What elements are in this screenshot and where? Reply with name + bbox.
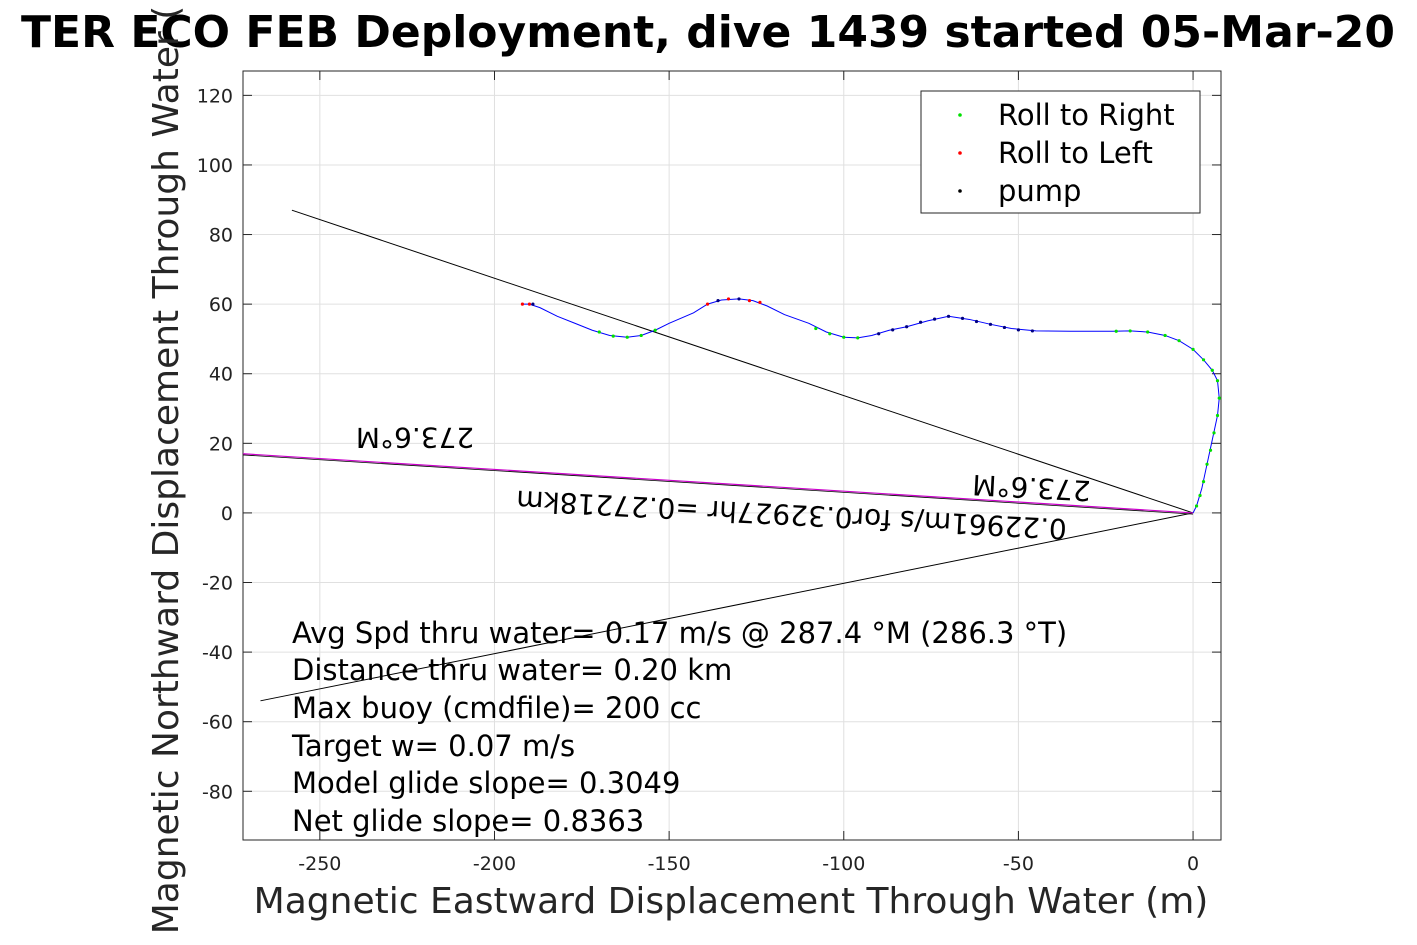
pump-point [716, 299, 720, 303]
roll-right-point [828, 332, 832, 336]
roll-right-point [1146, 330, 1150, 334]
roll-left-point [705, 302, 710, 306]
legend: Roll to Right Roll to Left pump [920, 90, 1201, 214]
legend-label-pump: pump [998, 174, 1081, 208]
pump-point [905, 325, 909, 329]
roll-left-point [520, 302, 525, 306]
y-tick-label: 100 [197, 155, 233, 177]
y-tick-label: 60 [209, 294, 233, 316]
roll-right-point [1217, 396, 1221, 400]
x-tick-label: 0 [1187, 853, 1199, 875]
pump-point [960, 316, 965, 321]
pump-point [988, 322, 993, 326]
pump-point [974, 319, 979, 324]
track-markers [520, 297, 1221, 508]
roll-right-point [611, 334, 615, 338]
roll-right-point [856, 336, 860, 340]
roll-right-point [1205, 462, 1209, 466]
pump-point [1016, 328, 1021, 332]
plot-area [242, 70, 1222, 841]
y-tick-label: -60 [202, 712, 233, 734]
roll-right-point [1215, 379, 1220, 383]
roll-right-point [814, 326, 818, 331]
pump-point [737, 297, 741, 301]
y-tick-label: -40 [202, 642, 233, 664]
glider-track [522, 298, 1220, 514]
roll-right-point [1212, 431, 1216, 435]
heading-label-left: 273.6°M [356, 421, 474, 454]
heading-line-black [242, 454, 1194, 515]
legend-label-roll-right: Roll to Right [998, 98, 1175, 132]
legend-box [920, 90, 1201, 214]
y-axis-label: Magnetic Northward Displacement Through … [146, 6, 187, 935]
x-tick-label: -200 [473, 853, 516, 875]
bearing-line-lower [260, 512, 1194, 702]
y-tick-label: 0 [221, 503, 233, 525]
roll-right-point [1210, 368, 1214, 372]
x-tick-label: -50 [1003, 853, 1034, 875]
x-tick-label: -100 [822, 853, 865, 875]
heading-line-magenta [242, 453, 1194, 514]
roll-right-point [1191, 347, 1195, 351]
y-tick-label: 120 [197, 85, 233, 107]
roll-right-point [1177, 339, 1181, 343]
roll-left-point [747, 299, 752, 303]
x-axis-label: Magnetic Eastward Displacement Through W… [254, 881, 1209, 922]
y-tick-label: -80 [202, 781, 233, 803]
roll-right-point [597, 330, 601, 334]
pump-point [891, 328, 895, 332]
stats-model-glide: Model glide slope= 0.3049 [292, 766, 680, 800]
pump-point [531, 302, 535, 306]
roll-left-point [726, 297, 731, 301]
roll-right-point [653, 328, 657, 332]
y-tick-label: 40 [209, 364, 233, 386]
pump-point [932, 317, 937, 321]
y-tick-label: 80 [209, 225, 233, 247]
pump-point [877, 332, 881, 336]
roll-right-point [1198, 493, 1202, 498]
legend-marker-pump [958, 189, 962, 193]
legend-label-roll-left: Roll to Left [998, 136, 1153, 170]
guide-lines [242, 209, 1194, 702]
roll-right-point [1114, 329, 1118, 333]
pump-point [1002, 325, 1007, 330]
stats-net-glide: Net glide slope= 0.8363 [292, 804, 644, 838]
legend-marker-roll-left [958, 151, 962, 155]
stats-distance: Distance thru water= 0.20 km [292, 653, 732, 687]
roll-right-point [1163, 333, 1167, 338]
roll-right-point [1194, 504, 1199, 508]
heading-label-right: 273.6°M [972, 468, 1092, 507]
roll-right-point [1215, 413, 1220, 418]
roll-right-point [1201, 479, 1206, 484]
roll-right-point [625, 335, 629, 339]
x-tick-label: -150 [648, 853, 691, 875]
roll-right-point [639, 333, 643, 338]
pump-point [919, 320, 923, 324]
roll-right-point [1208, 448, 1213, 452]
stats-avg-speed: Avg Spd thru water= 0.17 m/s @ 287.4 °M … [292, 616, 1067, 650]
axis-ticks: -250 -200 -150 -100 -50 0-80-60-40-2002040608… [197, 71, 1221, 875]
roll-left-point [527, 302, 532, 306]
pump-point [1030, 329, 1034, 333]
roll-right-point [1201, 358, 1206, 362]
y-tick-label: -20 [202, 573, 233, 595]
x-tick-label: -250 [298, 853, 341, 875]
roll-right-point [842, 335, 846, 339]
bearing-line-upper [291, 209, 1194, 514]
stats-block: Avg Spd thru water= 0.17 m/s @ 287.4 °M … [291, 616, 1067, 838]
stats-target-w: Target w= 0.07 m/s [291, 729, 575, 763]
track-line [522, 298, 1220, 514]
roll-right-point [1128, 329, 1132, 333]
chart-title: TER ECO FEB Deployment, dive 1439 starte… [21, 7, 1395, 58]
legend-marker-roll-right [958, 113, 962, 117]
roll-left-point [758, 300, 762, 304]
pump-point [946, 314, 951, 318]
y-tick-label: 20 [209, 433, 233, 455]
stats-max-buoy: Max buoy (cmdfile)= 200 cc [292, 691, 701, 725]
